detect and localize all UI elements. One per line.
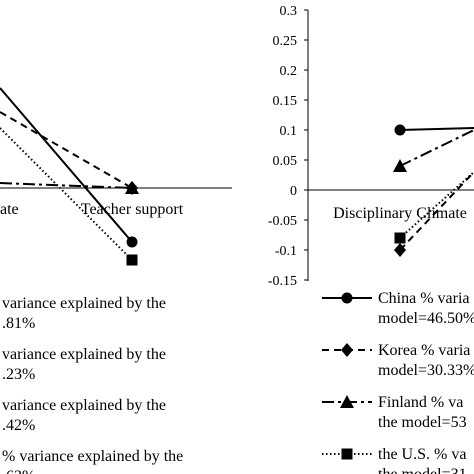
left-category-label-2: Teacher support (81, 201, 184, 218)
y-tick-label: -0.05 (268, 214, 297, 229)
y-tick-label: 0.2 (280, 64, 298, 79)
y-tick-label: 0.25 (273, 34, 298, 49)
y-tick-label: 0 (290, 184, 297, 199)
legend-text-china-line1: variance explained by the (2, 295, 166, 312)
right-series-line-china (399, 127, 474, 131)
right-y-ticks: 0.3 0.25 0.2 0.15 0.1 0.05 0 -0.05 -0.1 -0.15 (268, 4, 308, 289)
legend-text-finland-line2: .42% (2, 417, 35, 434)
left-panel: ate Teacher support variance explained b… (0, 87, 232, 474)
legend-text-korea-line1: variance explained by the (2, 346, 166, 363)
right-legend: China % varia model=46.50% Korea % varia mo… (322, 290, 474, 474)
left-series-line-korea (0, 111, 133, 189)
legend-marker-finland (340, 395, 354, 408)
left-point-us (126, 254, 138, 266)
right-point-us (394, 232, 406, 244)
right-point-finland (393, 159, 407, 172)
legend-text-china-line1: China % varia (378, 290, 470, 307)
right-panel: 0.3 0.25 0.2 0.15 0.1 0.05 0 -0.05 -0.1 -0.15 Dis… (268, 4, 474, 474)
legend-text-finland-line1: Finland % va (378, 394, 463, 411)
legend-marker-china (341, 292, 353, 304)
left-point-china (126, 236, 138, 248)
legend-text-korea-line1: Korea % varia (378, 342, 470, 359)
right-point-china (394, 124, 406, 136)
legend-text-korea-line2: .23% (2, 366, 35, 383)
left-point-finland (125, 181, 139, 194)
right-series-layer (393, 124, 474, 257)
legend-text-us-line2: the model=31 (378, 466, 467, 474)
y-tick-label: 0.05 (273, 154, 298, 169)
legend-text-korea-line2: model=30.33% (378, 362, 474, 379)
left-series-line-us (0, 127, 133, 261)
y-tick-label: -0.1 (275, 244, 297, 259)
left-legend: variance explained by the .81% variance ex… (2, 295, 183, 474)
right-category-label-1: Disciplinary Climate (333, 205, 467, 222)
legend-text-china-line2: .81% (2, 315, 35, 332)
legend-text-us-line1: the U.S. % va (378, 446, 466, 463)
left-series-layer (0, 87, 139, 266)
legend-text-finland-line1: variance explained by the (2, 397, 166, 414)
left-series-line-china (0, 87, 133, 243)
right-series-line-korea (399, 171, 474, 251)
legend-marker-us (341, 448, 353, 460)
y-tick-label: 0.1 (280, 124, 298, 139)
legend-text-us-line2: .63% (2, 468, 35, 474)
left-series-line-finland (0, 182, 133, 189)
right-point-korea (394, 243, 406, 257)
right-series-line-us (399, 171, 474, 239)
legend-marker-korea (341, 343, 353, 357)
y-tick-label: 0.3 (280, 4, 298, 19)
right-series-line-finland (399, 129, 474, 167)
left-category-label-1: ate (0, 201, 19, 218)
y-tick-label: -0.15 (268, 274, 297, 289)
y-tick-label: 0.15 (273, 94, 298, 109)
legend-text-us-line1: % variance explained by the (2, 448, 183, 465)
legend-text-finland-line2: the model=53 (378, 414, 467, 431)
legend-text-china-line2: model=46.50% (378, 310, 474, 327)
